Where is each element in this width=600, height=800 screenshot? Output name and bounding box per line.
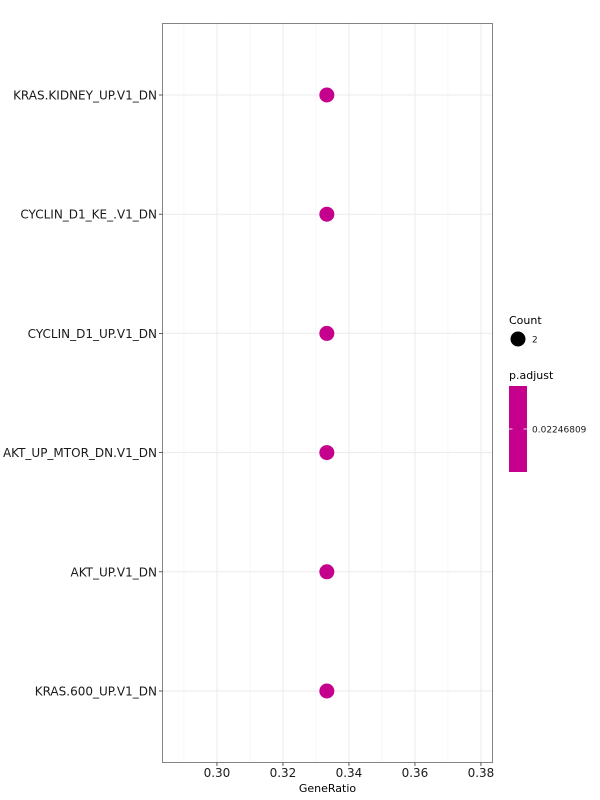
y-tick-label: AKT_UP.V1_DN [70,565,157,579]
x-axis-title: GeneRatio [299,782,357,795]
legend-size-label: 2 [532,336,538,346]
y-tick-label: CYCLIN_D1_KE_.V1_DN [20,208,157,222]
legend-color-label: 0.02246809 [532,426,587,436]
x-tick-label: 0.30 [204,766,231,780]
x-tick-label: 0.36 [402,766,429,780]
x-tick-label: 0.34 [336,766,363,780]
y-axis: KRAS.KIDNEY_UP.V1_DN CYCLIN_D1_KE_.V1_DN C… [3,89,163,699]
data-point [319,206,335,222]
y-tick-label: CYCLIN_D1_UP.V1_DN [28,327,157,341]
legend-size-key [510,331,526,347]
data-points [319,87,335,699]
data-point [319,87,335,103]
y-tick-label: AKT_UP_MTOR_DN.V1_DN [3,446,157,460]
legend-size-title: Count [509,314,542,327]
data-point [319,325,335,341]
x-tick-label: 0.32 [270,766,297,780]
legend-color-title: p.adjust [509,369,554,382]
x-tick-label: 0.38 [468,766,495,780]
data-point [319,683,335,699]
legend-colorbar [509,386,527,472]
minor-gridlines [183,23,449,763]
legend: Count 2 p.adjust 0.02246809 [509,314,587,472]
y-tick-label: KRAS.KIDNEY_UP.V1_DN [13,89,157,103]
data-point [319,564,335,580]
x-axis: 0.30 0.32 0.34 0.36 0.38 [204,762,495,780]
plot-panel-border [162,23,493,763]
major-gridlines [162,23,493,763]
y-tick-label: KRAS.600_UP.V1_DN [35,685,157,699]
data-point [319,445,335,461]
